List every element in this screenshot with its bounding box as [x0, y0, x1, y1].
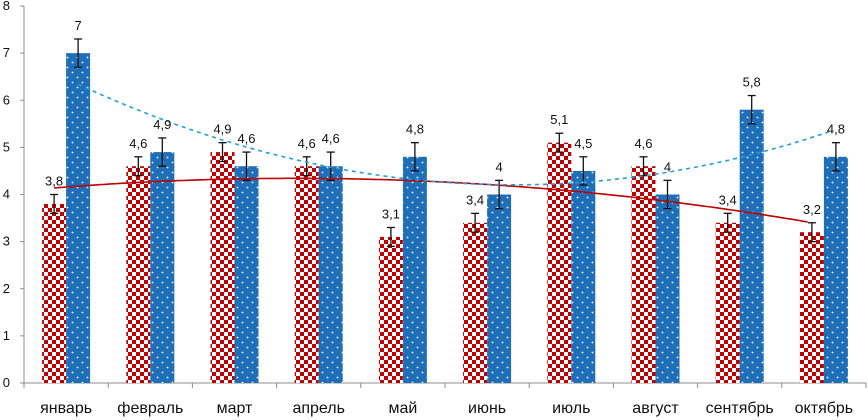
bar-series-2: [402, 156, 427, 383]
bar-series-2: [487, 194, 512, 383]
bar-series-1: [547, 142, 572, 383]
data-label: 3,4: [466, 192, 484, 207]
error-bar: [386, 226, 395, 247]
data-label: 3,1: [382, 206, 400, 221]
category-label: июль: [552, 400, 590, 417]
y-tick-label: 0: [3, 375, 10, 390]
bars: [42, 53, 848, 384]
y-tick-label: 2: [3, 281, 10, 296]
data-label: 3,4: [719, 192, 737, 207]
error-bar: [471, 212, 480, 233]
data-label: 4,9: [213, 122, 231, 137]
data-label: 4: [495, 159, 502, 174]
bar-series-2: [66, 53, 91, 383]
data-label: 4,6: [634, 136, 652, 151]
bar-series-1: [210, 152, 235, 383]
data-label: 4,6: [298, 136, 316, 151]
bar-series-2: [234, 166, 259, 383]
bar-series-1: [799, 232, 824, 383]
error-bar: [218, 142, 227, 163]
y-tick-label: 1: [3, 328, 10, 343]
category-label: сентябрь: [706, 400, 774, 417]
data-label: 4,5: [574, 136, 592, 151]
y-tick-label: 7: [3, 45, 10, 60]
data-label: 4,6: [129, 136, 147, 151]
bar-series-1: [715, 222, 740, 383]
y-tick-label: 6: [3, 92, 10, 107]
data-label: 4,8: [406, 122, 424, 137]
bar-series-2: [655, 194, 680, 383]
bar-series-2: [150, 152, 175, 383]
error-bar: [831, 142, 840, 172]
bar-series-1: [42, 203, 67, 383]
data-label: 4,9: [153, 117, 171, 132]
error-bar: [50, 193, 59, 215]
data-label: 3,2: [803, 202, 821, 217]
bar-series-1: [378, 236, 403, 383]
error-bar: [326, 151, 335, 182]
bar-series-1: [631, 166, 656, 383]
error-bar: [302, 156, 311, 177]
data-label: 4: [664, 159, 671, 174]
axes: 0 1 2 3 4 5 6 7 8 январь февраль март апрель май июнь и…: [3, 0, 867, 417]
bar-series-1: [294, 166, 319, 383]
data-label: 4,8: [827, 122, 845, 137]
error-bar: [242, 151, 251, 182]
y-tick-label: 3: [3, 234, 10, 249]
category-label: август: [632, 400, 679, 417]
error-bar: [158, 137, 167, 167]
data-label: 5,1: [550, 112, 568, 127]
error-bar: [579, 156, 588, 186]
bar-series-2: [318, 166, 343, 383]
category-label: май: [388, 400, 417, 417]
error-bar: [410, 142, 419, 172]
error-bar: [74, 38, 83, 68]
trendlines: [54, 83, 832, 223]
data-label: 3,8: [45, 174, 63, 189]
y-tick-label: 4: [3, 187, 10, 202]
error-bar: [747, 94, 756, 125]
data-labels: 3,8 7 4,6 4,9 4,9 4,6 4,6 4,6 3,1 4,8 3,4 4 5,1 4,5 4,…: [45, 18, 845, 222]
bar-series-1: [463, 222, 488, 383]
error-bar: [555, 132, 564, 153]
error-bar: [807, 222, 816, 243]
trendline-series-2: [77, 83, 832, 186]
category-label: июнь: [468, 400, 506, 417]
data-label: 5,8: [743, 75, 761, 90]
data-label: 4,6: [237, 131, 255, 146]
y-tick-label: 5: [3, 139, 10, 154]
error-bar: [663, 179, 672, 210]
category-label: январь: [40, 400, 92, 417]
error-bar: [134, 156, 143, 177]
bar-series-2: [571, 170, 596, 383]
y-tick-label: 8: [3, 0, 10, 13]
category-label: март: [217, 400, 253, 417]
error-bar: [723, 212, 732, 233]
data-label: 4,6: [322, 131, 340, 146]
bar-series-1: [126, 166, 151, 383]
trendline-series-1: [54, 177, 808, 223]
category-label: февраль: [117, 400, 183, 417]
data-label: 7: [74, 18, 81, 33]
bar-series-2: [739, 109, 764, 384]
error-bars: [50, 38, 840, 247]
category-label: октябрь: [795, 400, 853, 417]
bar-series-2: [823, 156, 848, 383]
category-label: апрель: [292, 400, 345, 417]
